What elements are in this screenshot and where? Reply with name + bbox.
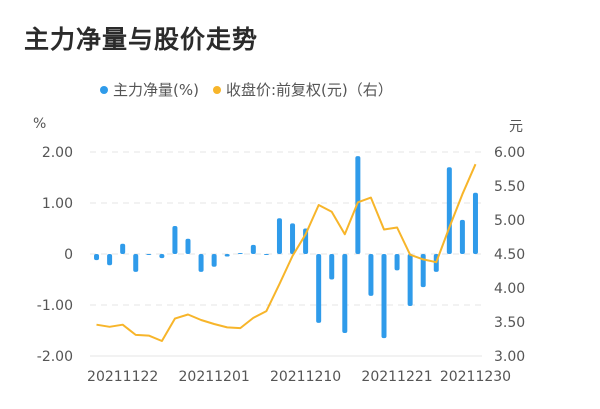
right-axis-tick: 5.50 xyxy=(494,179,525,195)
right-axis-tick: 5.00 xyxy=(494,213,525,229)
net-flow-bar xyxy=(355,156,361,254)
legend-label: 收盘价:前复权(元)（右） xyxy=(225,81,393,99)
net-flow-bar xyxy=(172,225,178,254)
left-axis-tick: 0 xyxy=(64,247,73,263)
close-price-line xyxy=(96,163,477,342)
legend-label: 主力净量(%) xyxy=(113,81,199,99)
legend-item-close-price[interactable]: 收盘价:前复权(元)（右） xyxy=(212,79,393,100)
legend-dot-icon xyxy=(212,85,221,94)
legend-dot-icon xyxy=(100,85,108,94)
left-axis-tick: -2.00 xyxy=(37,349,73,365)
left-axis-tick: 2.00 xyxy=(42,145,73,161)
net-flow-bar xyxy=(394,254,400,271)
net-flow-bar xyxy=(276,218,282,254)
net-flow-bar xyxy=(368,254,374,296)
legend-item-net-flow[interactable]: 主力净量(%) xyxy=(100,79,199,100)
net-flow-bar xyxy=(290,223,296,254)
net-flow-bar xyxy=(198,254,204,272)
net-flow-bar xyxy=(211,254,217,267)
net-flow-bar xyxy=(472,192,478,254)
net-flow-bar xyxy=(133,254,139,272)
net-flow-bar xyxy=(224,254,230,257)
right-axis-tick: 3.00 xyxy=(494,349,525,365)
net-flow-bar xyxy=(94,254,100,261)
right-axis-tick: 3.50 xyxy=(494,315,525,331)
x-axis-tick: 20211201 xyxy=(179,369,250,385)
net-flow-bar xyxy=(459,219,465,254)
net-flow-bar xyxy=(329,254,335,280)
left-axis-unit: % xyxy=(33,116,47,132)
x-axis-tick: 20211230 xyxy=(440,369,511,385)
right-axis-tick: 4.50 xyxy=(494,247,525,263)
net-flow-bar xyxy=(107,254,113,266)
net-flow-bar xyxy=(342,254,348,334)
net-flow-bar xyxy=(381,254,387,339)
chart-legend: 主力净量(%) 收盘价:前复权(元)（右） xyxy=(100,79,407,100)
net-flow-bar xyxy=(185,238,191,254)
net-flow-bar xyxy=(120,243,126,254)
left-axis-tick: -1.00 xyxy=(37,298,73,314)
right-axis-tick: 6.00 xyxy=(494,145,525,161)
net-flow-bar xyxy=(237,252,243,254)
chart-title: 主力净量与股价走势 xyxy=(24,25,259,54)
right-axis-tick: 4.00 xyxy=(494,281,525,297)
x-axis-tick: 20211221 xyxy=(361,369,432,385)
net-flow-bar xyxy=(420,254,426,288)
net-flow-bar xyxy=(159,254,165,259)
net-flow-bar xyxy=(316,254,322,323)
net-flow-bar xyxy=(446,167,452,254)
x-axis-tick: 20211122 xyxy=(87,369,158,385)
left-axis-tick: 1.00 xyxy=(42,196,73,212)
net-flow-bar xyxy=(407,254,413,307)
net-flow-bar xyxy=(146,254,152,256)
net-flow-bar xyxy=(263,254,269,255)
x-axis-tick: 20211210 xyxy=(270,369,341,385)
net-flow-bar xyxy=(250,244,256,254)
right-axis-unit: 元 xyxy=(509,119,523,135)
